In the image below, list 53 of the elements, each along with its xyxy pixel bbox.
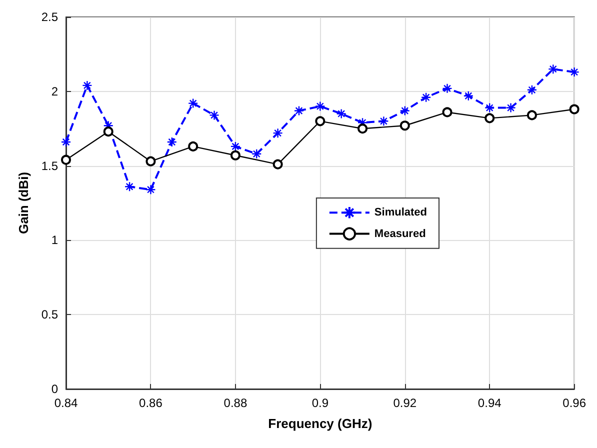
x-tick-label: 0.92	[393, 396, 417, 410]
y-tick-label: 0	[51, 382, 58, 396]
legend-label: Measured	[374, 228, 426, 240]
point	[315, 101, 326, 112]
y-tick-label: 2	[51, 84, 58, 98]
point	[272, 159, 283, 170]
point	[400, 106, 410, 116]
point	[463, 90, 474, 101]
x-tick-label: 0.84	[54, 396, 78, 410]
point	[103, 126, 114, 137]
point	[272, 128, 283, 138]
x-tick-label: 0.9	[312, 396, 329, 410]
point	[548, 64, 558, 74]
point	[61, 154, 71, 165]
point	[400, 120, 410, 131]
point	[166, 136, 177, 148]
point	[526, 84, 538, 96]
point	[442, 107, 452, 118]
point	[506, 102, 516, 113]
point	[252, 148, 262, 159]
point	[146, 156, 156, 166]
point	[526, 110, 537, 120]
point	[442, 83, 452, 94]
x-axis-title: Frequency (GHz)	[268, 416, 372, 431]
point	[60, 136, 72, 148]
point	[484, 102, 495, 113]
legend-label: Simulated	[374, 206, 428, 219]
x-tick-label: 0.88	[224, 396, 248, 410]
y-tick-label: 2.5	[41, 10, 58, 24]
point	[336, 108, 346, 119]
point	[188, 141, 198, 152]
point	[124, 182, 135, 192]
point	[146, 184, 156, 195]
y-tick-label: 1.5	[41, 158, 58, 173]
point	[569, 104, 580, 114]
point	[209, 110, 220, 120]
y-tick-label: 1	[51, 233, 58, 248]
point	[358, 124, 368, 134]
point	[378, 116, 389, 126]
point	[82, 80, 92, 91]
x-tick-label: 0.96	[562, 396, 586, 410]
point	[420, 92, 432, 102]
point	[294, 106, 304, 116]
x-tick-label: 0.86	[139, 396, 163, 410]
y-tick-label: 0.5	[41, 308, 58, 322]
point	[230, 150, 240, 160]
point	[315, 116, 326, 126]
x-tick-label: 0.94	[478, 396, 502, 410]
point	[188, 98, 198, 108]
point	[569, 66, 580, 78]
point	[230, 141, 241, 152]
point	[484, 113, 495, 124]
y-axis-title: Gain (dBi)	[16, 172, 31, 234]
